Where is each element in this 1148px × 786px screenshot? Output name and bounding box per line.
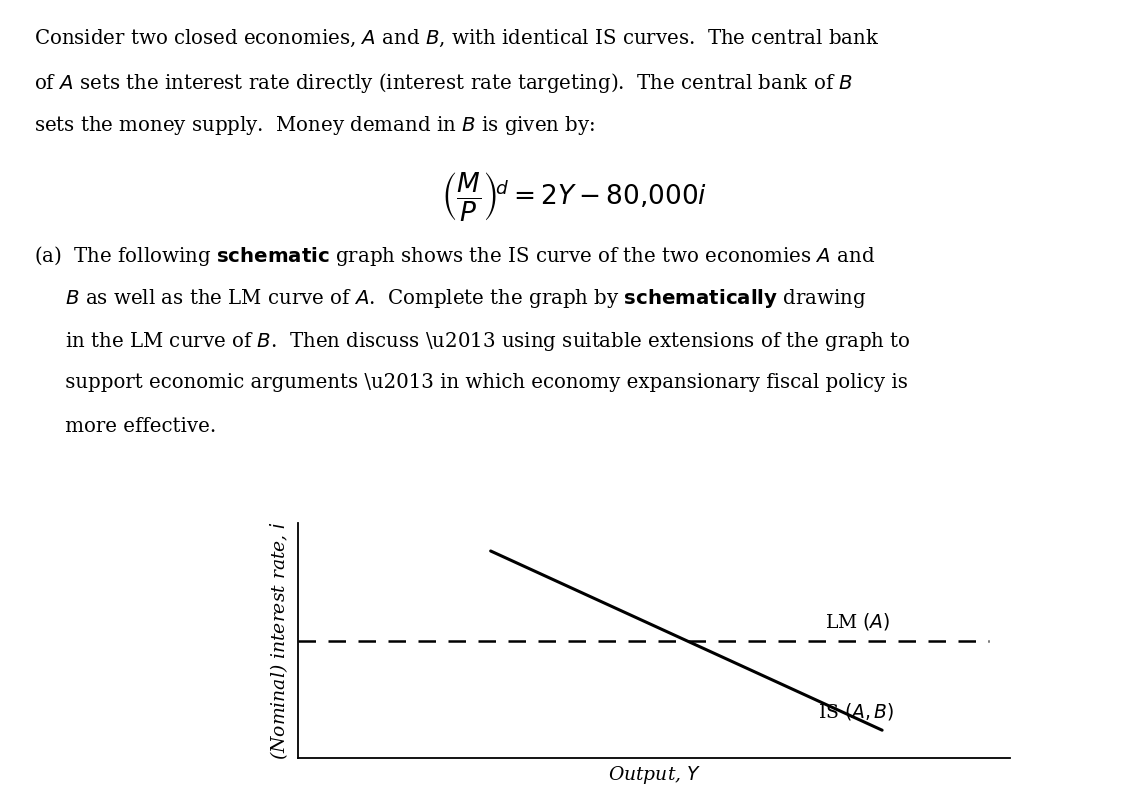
X-axis label: Output, $Y$: Output, $Y$ xyxy=(607,764,701,786)
Text: IS $(A, B)$: IS $(A, B)$ xyxy=(819,701,894,722)
Y-axis label: (Nominal) interest rate, $i$: (Nominal) interest rate, $i$ xyxy=(269,521,290,760)
Text: more effective.: more effective. xyxy=(34,417,217,435)
Text: in the LM curve of $B$.  Then discuss \u2013 using suitable extensions of the gr: in the LM curve of $B$. Then discuss \u2… xyxy=(34,330,912,353)
Text: Consider two closed economies, $A$ and $B$, with identical IS curves.  The centr: Consider two closed economies, $A$ and $… xyxy=(34,28,879,49)
Text: support economic arguments \u2013 in which economy expansionary fiscal policy is: support economic arguments \u2013 in whi… xyxy=(34,373,908,392)
Text: LM $(A)$: LM $(A)$ xyxy=(825,612,891,632)
Text: sets the money supply.  Money demand in $B$ is given by:: sets the money supply. Money demand in $… xyxy=(34,114,596,137)
Text: $\left(\dfrac{M}{P}\right)^{\!d} = 2Y - 80{,}000i$: $\left(\dfrac{M}{P}\right)^{\!d} = 2Y - … xyxy=(441,170,707,223)
Text: (a)  The following $\mathbf{schematic}$ graph shows the IS curve of the two econ: (a) The following $\mathbf{schematic}$ g… xyxy=(34,244,876,268)
Text: $B$ as well as the LM curve of $A$.  Complete the graph by $\mathbf{schematicall: $B$ as well as the LM curve of $A$. Comp… xyxy=(34,287,867,310)
Text: of $A$ sets the interest rate directly (interest rate targeting).  The central b: of $A$ sets the interest rate directly (… xyxy=(34,71,853,95)
